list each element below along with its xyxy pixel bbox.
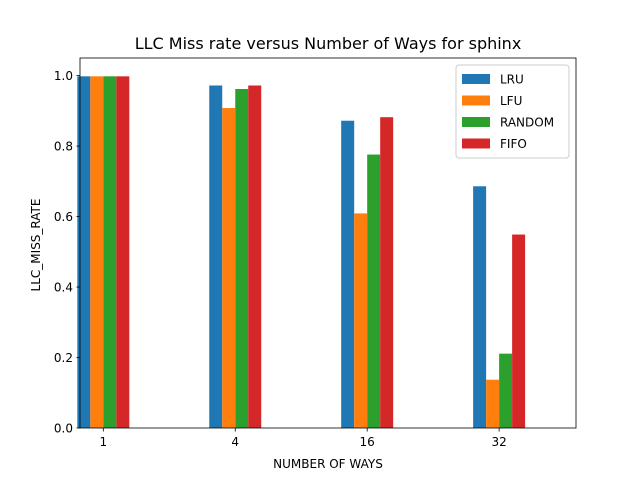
y-axis-label: LLC_MISS_RATE	[29, 199, 43, 292]
bar-fifo-1	[116, 76, 130, 428]
bar-lfu-32	[486, 379, 500, 428]
legend-label-random: RANDOM	[500, 116, 554, 130]
y-tick-label: 0.8	[54, 139, 73, 153]
x-tick-label: 4	[231, 435, 239, 449]
legend-swatch-random	[462, 117, 490, 127]
x-tick-label: 1	[99, 435, 107, 449]
bar-fifo-4	[248, 85, 262, 429]
y-tick-label: 0.0	[54, 421, 73, 435]
x-tick-label: 32	[491, 435, 506, 449]
bar-lru-32	[473, 186, 487, 428]
bar-random-32	[499, 353, 513, 428]
y-tick-label: 1.0	[54, 69, 73, 83]
x-axis-label: NUMBER OF WAYS	[273, 457, 383, 471]
bar-lfu-1	[90, 76, 104, 428]
axes-frame	[79, 57, 577, 429]
bar-lru-1	[77, 76, 91, 428]
y-tick-label: 0.2	[54, 351, 73, 365]
legend-swatch-lru	[462, 74, 490, 84]
bar-random-1	[103, 76, 117, 428]
x-tick-label: 16	[360, 435, 375, 449]
legend: LRU LFU RANDOM FIFO	[455, 64, 570, 159]
bar-lru-16	[341, 120, 355, 428]
legend-label-fifo: FIFO	[500, 137, 527, 151]
legend-swatch-fifo	[462, 138, 490, 149]
bar-lfu-4	[222, 108, 236, 428]
bar-fifo-32	[512, 234, 526, 428]
legend-swatch-lfu	[462, 95, 490, 106]
bar-lru-4	[209, 85, 223, 429]
bar-fifo-16	[380, 117, 394, 428]
chart-title: LLC Miss rate versus Number of Ways for …	[135, 34, 522, 53]
y-tick-label: 0.6	[54, 210, 73, 224]
y-tick-label: 0.4	[54, 280, 73, 294]
bar-random-4	[235, 89, 249, 428]
y-axis: 0.0 0.2 0.4 0.6 0.8 1.0	[54, 69, 80, 435]
x-axis: 1 4 16 32	[99, 428, 507, 449]
bar-random-16	[367, 154, 381, 429]
legend-label-lru: LRU	[500, 73, 524, 87]
legend-box	[455, 64, 570, 159]
plot-area	[77, 57, 577, 429]
bar-lfu-16	[354, 213, 368, 428]
legend-label-lfu: LFU	[500, 94, 522, 108]
